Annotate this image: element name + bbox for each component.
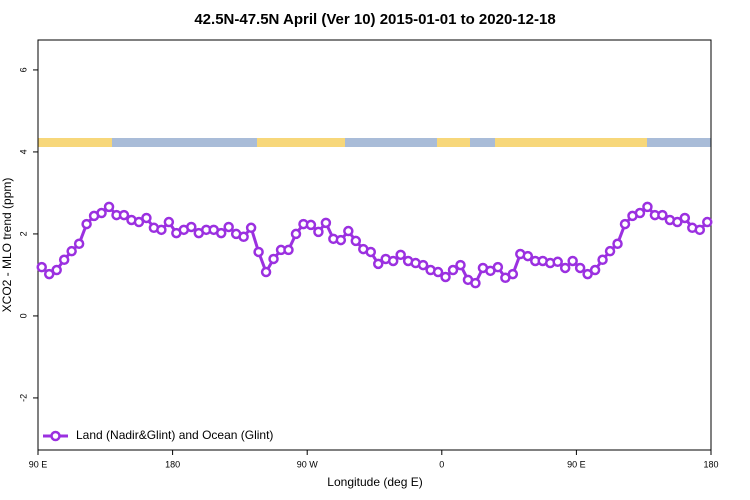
data-point	[440, 271, 451, 283]
data-point	[283, 244, 294, 256]
data-point	[103, 201, 115, 213]
data-point	[372, 258, 384, 270]
data-point	[612, 238, 623, 250]
data-point	[133, 216, 145, 228]
data-point	[657, 209, 668, 221]
data-point	[619, 218, 631, 230]
data-point	[163, 216, 175, 228]
data-point	[522, 250, 534, 262]
x-tick-label: 90 E	[567, 459, 586, 469]
data-point	[589, 264, 601, 276]
data-point	[432, 266, 444, 278]
land-band	[38, 138, 112, 147]
data-point	[455, 259, 466, 271]
data-point	[350, 235, 362, 247]
data-point	[36, 261, 47, 273]
land-band	[495, 138, 647, 147]
data-point	[574, 262, 586, 274]
data-point	[118, 209, 130, 221]
data-point	[43, 268, 55, 280]
data-point	[260, 266, 272, 278]
data-point	[215, 227, 227, 239]
data-point	[395, 249, 406, 261]
data-point	[253, 246, 264, 258]
land-band	[437, 138, 470, 147]
data-point	[634, 207, 646, 219]
data-point	[387, 255, 399, 267]
data-point	[290, 228, 302, 240]
x-axis-label: Longitude (deg E)	[327, 475, 422, 489]
land-ocean-strip	[38, 138, 711, 147]
x-tick-label: 90 W	[297, 459, 319, 469]
data-point	[582, 268, 593, 280]
data-point	[343, 225, 354, 237]
y-tick-label: 6	[18, 67, 28, 72]
data-point	[313, 226, 324, 238]
data-point	[73, 238, 85, 250]
data-point	[702, 216, 713, 228]
data-point	[447, 264, 459, 276]
data-point	[597, 254, 608, 266]
x-tick-label: 90 E	[29, 459, 48, 469]
data-point	[492, 261, 504, 273]
x-tick-label: 0	[439, 459, 444, 469]
y-tick-label: -2	[18, 394, 28, 402]
legend-item: Land (Nadir&Glint) and Ocean (Glint)	[43, 428, 273, 442]
ocean-band	[38, 138, 711, 147]
x-tick-label: 180	[165, 459, 180, 469]
data-point	[365, 246, 377, 258]
data-point	[552, 256, 563, 268]
data-point	[507, 268, 519, 280]
plot-frame	[37, 39, 712, 451]
data-point	[559, 262, 571, 274]
chart-title: 42.5N-47.5N April (Ver 10) 2015-01-01 to…	[194, 11, 555, 28]
data-point	[694, 224, 706, 236]
data-point	[238, 231, 249, 243]
data-point	[96, 207, 107, 219]
data-point	[305, 219, 317, 231]
series	[36, 201, 713, 289]
legend-marker	[50, 430, 61, 442]
data-point	[417, 259, 429, 271]
data-point	[679, 212, 691, 224]
data-point	[604, 245, 616, 257]
land-band	[257, 138, 345, 147]
data-point	[141, 212, 152, 224]
y-tick-label: 2	[18, 231, 28, 236]
data-point	[672, 216, 683, 228]
legend-label: Land (Nadir&Glint) and Ocean (Glint)	[76, 428, 273, 442]
data-point	[156, 224, 167, 236]
data-point	[66, 245, 77, 257]
data-point	[58, 254, 70, 266]
data-point	[51, 264, 62, 276]
y-tick-label: 0	[18, 313, 28, 318]
data-point	[470, 277, 481, 289]
data-point	[567, 255, 578, 267]
data-point	[642, 201, 653, 213]
x-tick-label: 180	[703, 459, 718, 469]
data-point	[81, 218, 92, 230]
data-point	[268, 253, 279, 265]
data-point	[245, 222, 257, 234]
data-point	[223, 221, 234, 233]
data-point	[186, 221, 197, 233]
data-point	[335, 234, 347, 246]
y-axis-label: XCO2 - MLO trend (ppm)	[0, 178, 14, 313]
y-tick-label: 4	[18, 149, 28, 154]
data-point	[320, 217, 332, 229]
